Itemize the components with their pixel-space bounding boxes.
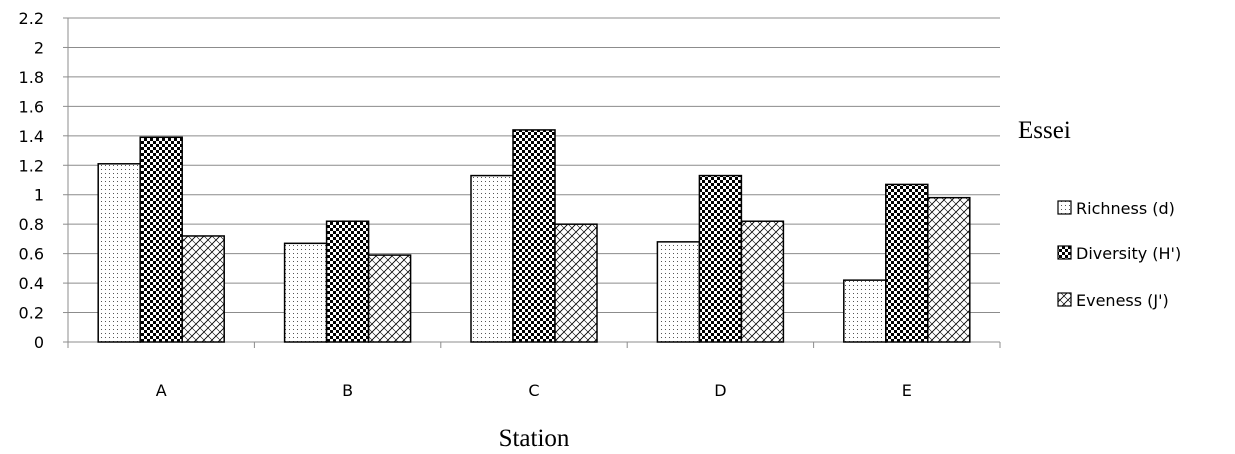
x-tick-label: E	[902, 381, 912, 400]
legend-swatch	[1057, 245, 1072, 260]
bars	[97, 129, 971, 343]
y-axis-tick-labels: 0 0.2 0.4 0.6 0.8 1 1.2 1.4 1.6 1.8 2 2.2	[19, 9, 44, 352]
y-tick-label: 0	[34, 333, 44, 352]
bar-B-1	[283, 242, 328, 343]
bar-E-2	[885, 183, 929, 343]
y-tick-label: 2.2	[19, 9, 44, 28]
bar-E-1	[843, 279, 887, 343]
y-tick-label: 0.2	[19, 304, 44, 323]
bar-E-3	[927, 196, 971, 343]
legend-label: Eveness (J')	[1076, 291, 1169, 310]
y-tick-label: 0.4	[19, 274, 44, 293]
x-tick-label: C	[528, 381, 539, 400]
legend-swatch	[1057, 292, 1072, 307]
y-tick-label: 0.6	[19, 245, 44, 264]
y-tick-label: 2	[34, 38, 44, 57]
bar-D-3	[740, 220, 785, 343]
bar-C-1	[470, 174, 514, 343]
legend-label: Richness (d)	[1076, 199, 1175, 218]
bar-C-2	[512, 129, 556, 343]
bar-C-3	[554, 223, 598, 343]
y-tick-label: 1.6	[19, 97, 44, 116]
legend-label: Diversity (H')	[1076, 244, 1181, 263]
bar-B-3	[367, 254, 412, 343]
x-axis-tick-labels: A B C D E	[156, 381, 912, 400]
x-tick-label: B	[342, 381, 353, 400]
bar-D-1	[656, 241, 701, 343]
bar-A-2	[139, 136, 183, 343]
y-tick-label: 1.2	[19, 156, 44, 175]
bar-B-2	[325, 220, 370, 343]
bar-A-3	[181, 235, 225, 343]
bar-D-2	[698, 174, 743, 343]
legend: Richness (d) Diversity (H') Eveness (J')	[1057, 199, 1181, 310]
x-tick-label: D	[714, 381, 726, 400]
y-tick-label: 1	[34, 186, 44, 205]
chart-annotation: Essei	[1018, 117, 1071, 144]
y-tick-label: 1.8	[19, 68, 44, 87]
y-tick-label: 0.8	[19, 215, 44, 234]
x-tick-label: A	[156, 381, 167, 400]
bar-A-1	[97, 163, 141, 343]
x-axis-title: Station	[499, 425, 570, 452]
legend-swatch	[1057, 200, 1072, 215]
y-tick-label: 1.4	[19, 127, 44, 146]
